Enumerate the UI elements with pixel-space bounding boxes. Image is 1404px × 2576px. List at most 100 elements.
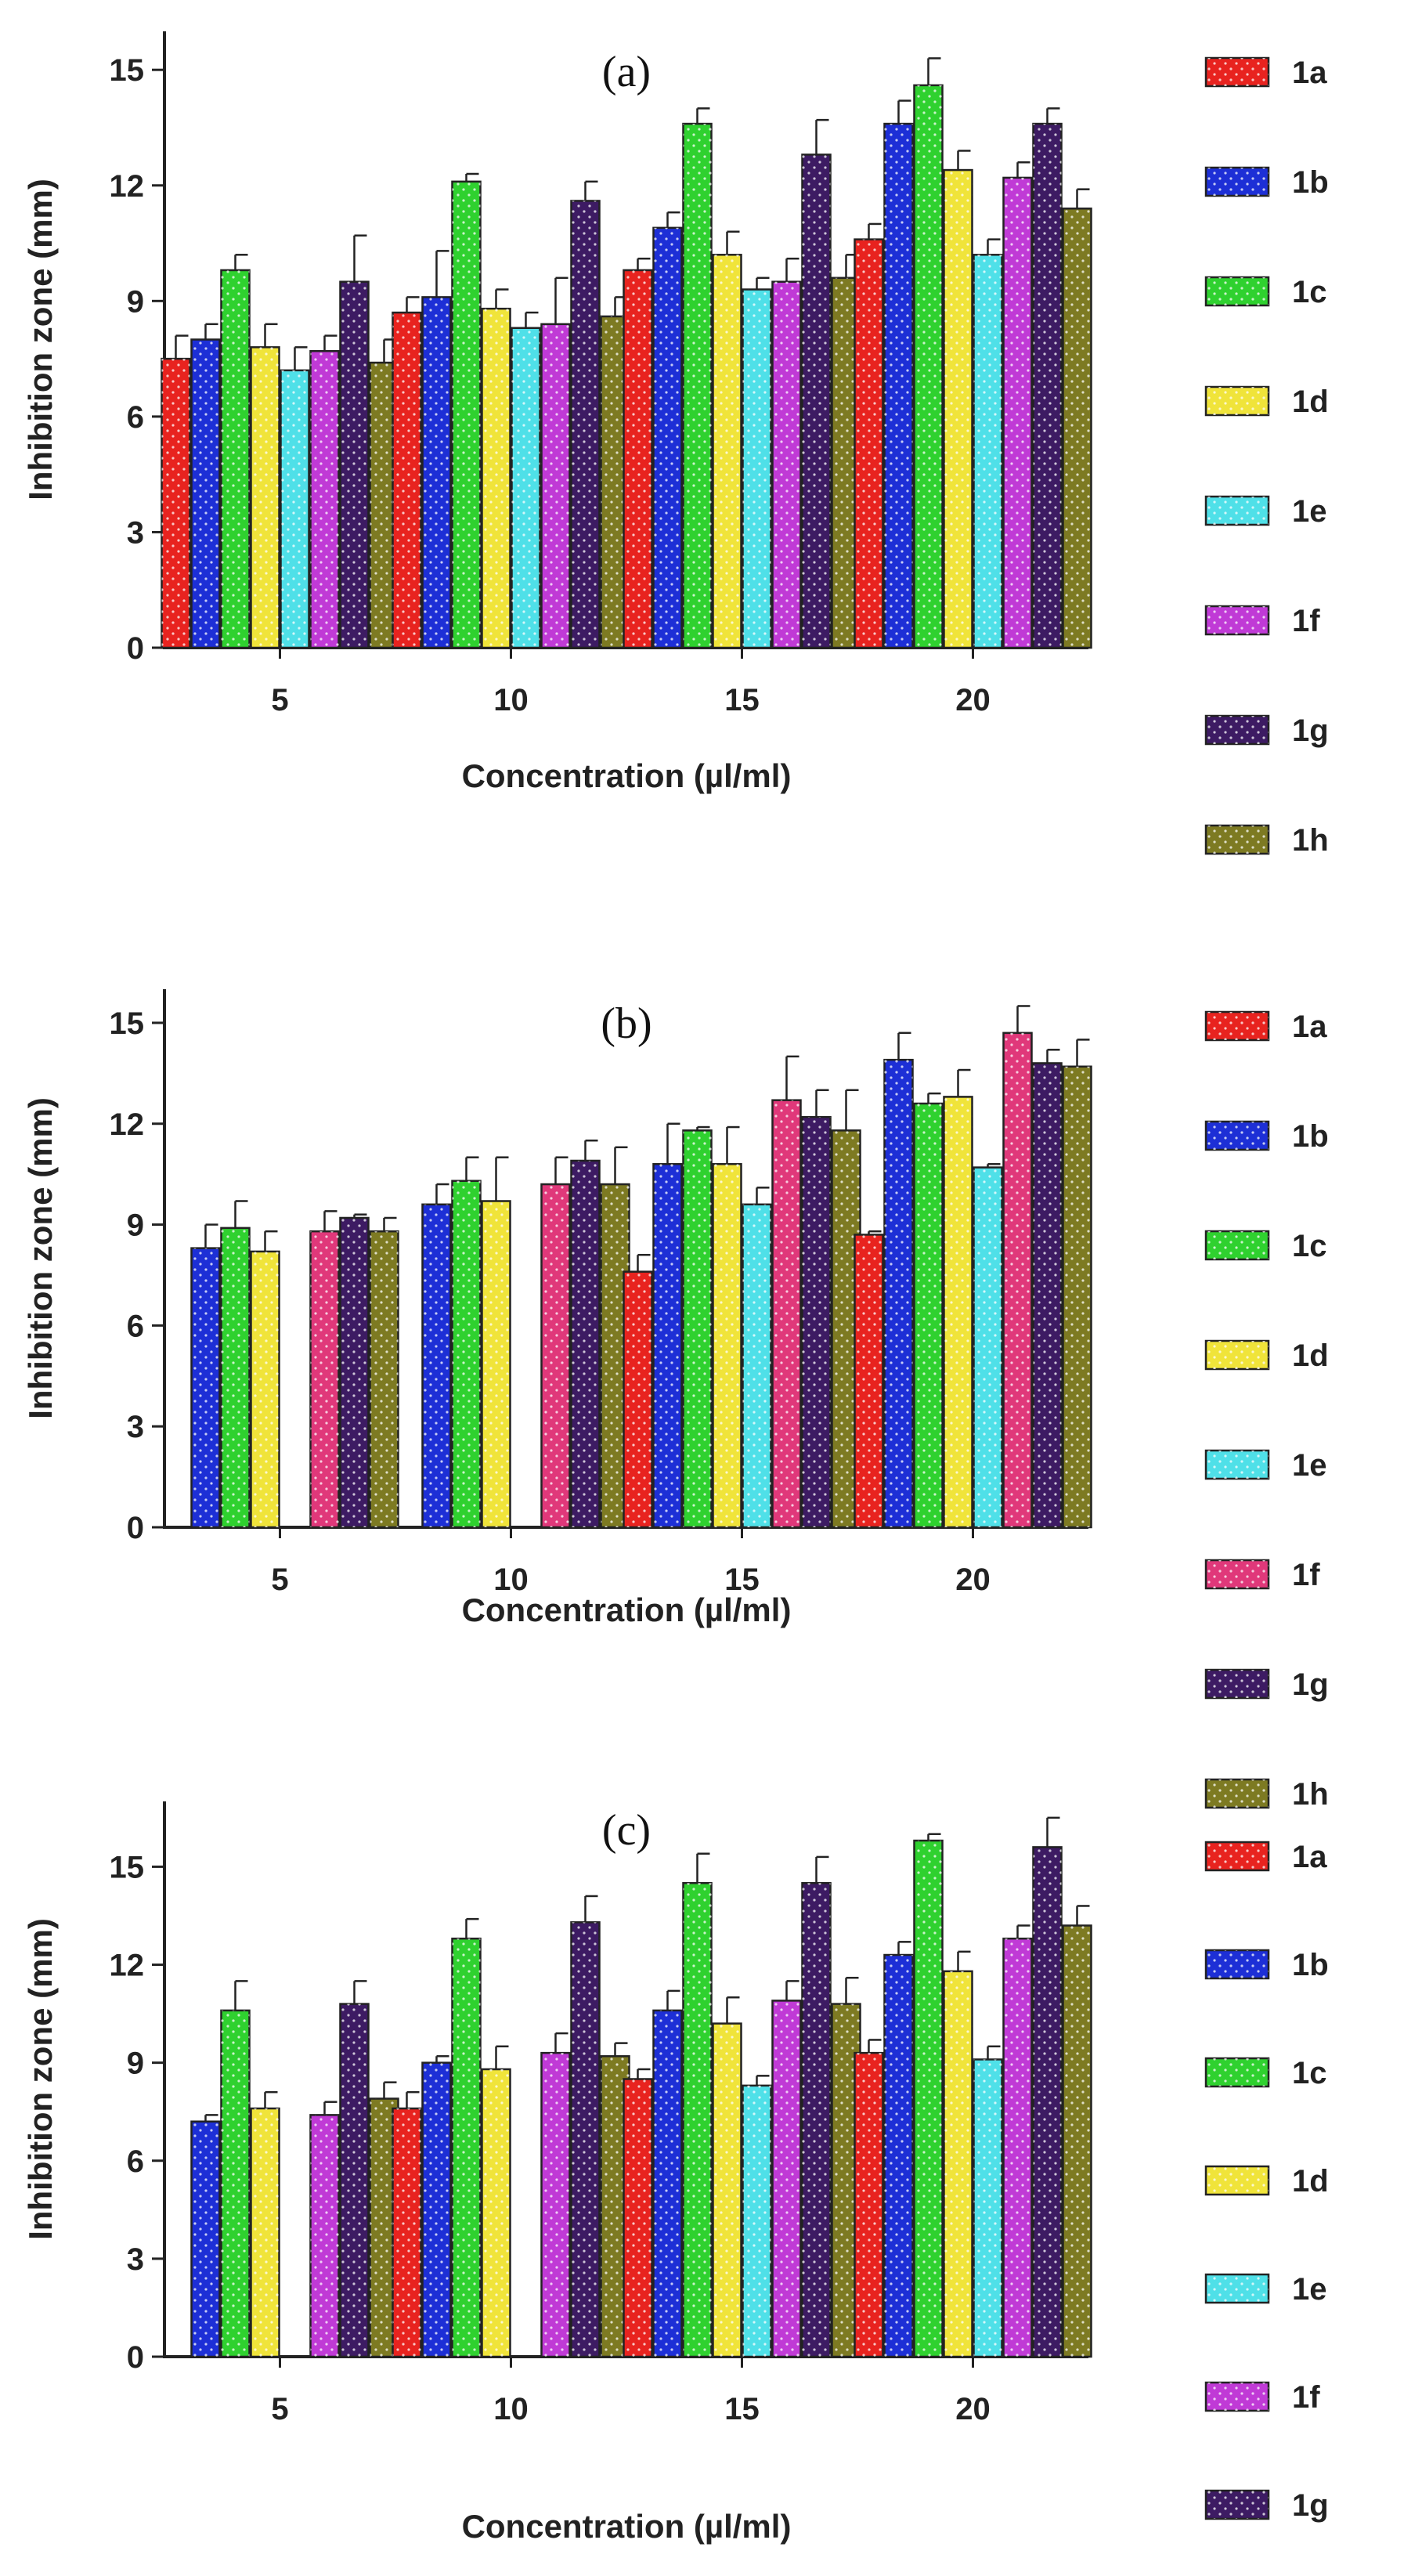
y-tick-label: 3 <box>127 2242 144 2277</box>
bar-texture <box>683 124 712 649</box>
legend-label-1h: 1h <box>1292 1777 1329 1812</box>
bar-texture <box>541 323 570 648</box>
bar-texture <box>884 1955 913 2357</box>
bar-texture <box>802 1117 831 1527</box>
x-tick-label: 15 <box>724 1563 760 1597</box>
legend-swatch-texture <box>1206 826 1269 854</box>
bar-texture <box>742 1204 771 1527</box>
x-tick-label: 20 <box>955 683 991 717</box>
panel-label: (c) <box>602 1806 651 1855</box>
bar-texture <box>683 1883 712 2357</box>
legend-swatch-texture <box>1206 58 1269 86</box>
bar-texture <box>310 351 339 648</box>
legend-swatch-texture <box>1206 497 1269 525</box>
bar-texture <box>1033 1847 1062 2357</box>
legend-swatch-texture <box>1206 1560 1269 1588</box>
x-tick-label: 10 <box>493 1563 529 1597</box>
bar-texture <box>772 281 801 648</box>
y-tick-label: 6 <box>127 2144 144 2179</box>
bar-texture <box>251 2108 280 2357</box>
bar-texture <box>422 297 451 648</box>
bar-texture <box>623 269 652 648</box>
legend-swatch-texture <box>1206 2166 1269 2195</box>
x-axis-title: Concentration (µl/ml) <box>462 1591 792 1628</box>
y-tick-label: 0 <box>127 1511 144 1545</box>
legend-label-1f: 1f <box>1292 604 1320 638</box>
bar-texture <box>742 2085 771 2357</box>
y-axis-title: Inhibition zone (mm) <box>22 1097 59 1419</box>
y-tick-label: 6 <box>127 400 144 435</box>
y-tick-label: 15 <box>110 1850 145 1884</box>
bar-texture <box>221 2010 250 2357</box>
legend-swatch-texture <box>1206 1779 1269 1808</box>
y-tick-label: 6 <box>127 1309 144 1343</box>
bar-texture <box>221 269 250 648</box>
y-tick-label: 9 <box>127 1209 144 1243</box>
bar-texture <box>653 1164 682 1527</box>
bar-texture <box>713 2023 742 2357</box>
bar-texture <box>482 1201 511 1527</box>
y-tick-label: 12 <box>110 1107 145 1142</box>
bar-texture <box>973 2059 1002 2357</box>
legend-swatch-texture <box>1206 2058 1269 2086</box>
bar-texture <box>854 2053 883 2357</box>
y-tick-label: 15 <box>110 1006 145 1041</box>
bar-texture <box>1063 1925 1092 2357</box>
bar-texture <box>571 1160 600 1527</box>
legend-swatch-texture <box>1206 1231 1269 1259</box>
y-tick-label: 12 <box>110 169 145 204</box>
bar-texture <box>914 1103 943 1527</box>
legend-label-1f: 1f <box>1292 2380 1320 2415</box>
x-axis-title: Concentration (µl/ml) <box>462 757 792 794</box>
legend-swatch-texture <box>1206 1341 1269 1369</box>
legend-swatch-texture <box>1206 606 1269 634</box>
legend-label-1c: 1c <box>1292 2056 1327 2090</box>
bar-texture <box>1063 208 1092 648</box>
legend-label-1a: 1a <box>1292 1840 1327 1874</box>
bar-texture <box>571 1922 600 2357</box>
legend-label-1e: 1e <box>1292 1448 1327 1483</box>
x-tick-label: 5 <box>271 2392 288 2426</box>
legend-label-1e: 1e <box>1292 2272 1327 2307</box>
panel-label: (b) <box>601 999 651 1048</box>
legend-label-1a: 1a <box>1292 1010 1327 1044</box>
bar-texture <box>511 327 540 648</box>
legend-swatch-texture <box>1206 1122 1269 1150</box>
legend-label-1g: 1g <box>1292 1667 1329 1702</box>
bar-texture <box>973 1167 1002 1527</box>
legend-swatch-texture <box>1206 716 1269 744</box>
legend-label-1b: 1b <box>1292 1948 1329 1982</box>
bar-texture <box>623 2079 652 2357</box>
bar-texture <box>452 1180 481 1527</box>
bar-texture <box>280 370 309 648</box>
chart-panel-c: 0 3 6 9 12 15 Inhibition zone (mm) (c) 5 10 15 20 Co… <box>22 1801 1329 2545</box>
bar-texture <box>541 2053 570 2357</box>
legend-label-1g: 1g <box>1292 714 1329 748</box>
bar-texture <box>854 1234 883 1527</box>
bar-texture <box>944 1097 973 1527</box>
bar-texture <box>161 359 190 648</box>
y-tick-label: 0 <box>127 631 144 666</box>
bar-texture <box>251 1251 280 1527</box>
y-axis-title: Inhibition zone (mm) <box>22 1918 59 2240</box>
bar-texture <box>914 85 943 649</box>
legend-swatch-texture <box>1206 1950 1269 1978</box>
bar-texture <box>713 1164 742 1527</box>
bar-texture <box>802 154 831 648</box>
x-tick-label: 15 <box>724 683 760 717</box>
legend-swatch-texture <box>1206 1670 1269 1698</box>
bar-texture <box>1063 1066 1092 1527</box>
bar-texture <box>541 1184 570 1527</box>
x-tick-label: 5 <box>271 1563 288 1597</box>
x-tick-label: 10 <box>493 2392 529 2426</box>
legend-swatch-texture <box>1206 1842 1269 1870</box>
legend-label-1e: 1e <box>1292 494 1327 529</box>
bar-texture <box>251 347 280 648</box>
bar-texture <box>944 170 973 648</box>
bar-texture <box>571 201 600 648</box>
bar-texture <box>1033 124 1062 649</box>
bar-texture <box>1003 177 1032 649</box>
bar-texture <box>884 1060 913 1527</box>
chart-panel-a: 0 3 6 9 12 15 Inhibition zone (mm) (a) 5 10 15 20 Co… <box>22 31 1329 858</box>
x-tick-label: 10 <box>493 683 529 717</box>
